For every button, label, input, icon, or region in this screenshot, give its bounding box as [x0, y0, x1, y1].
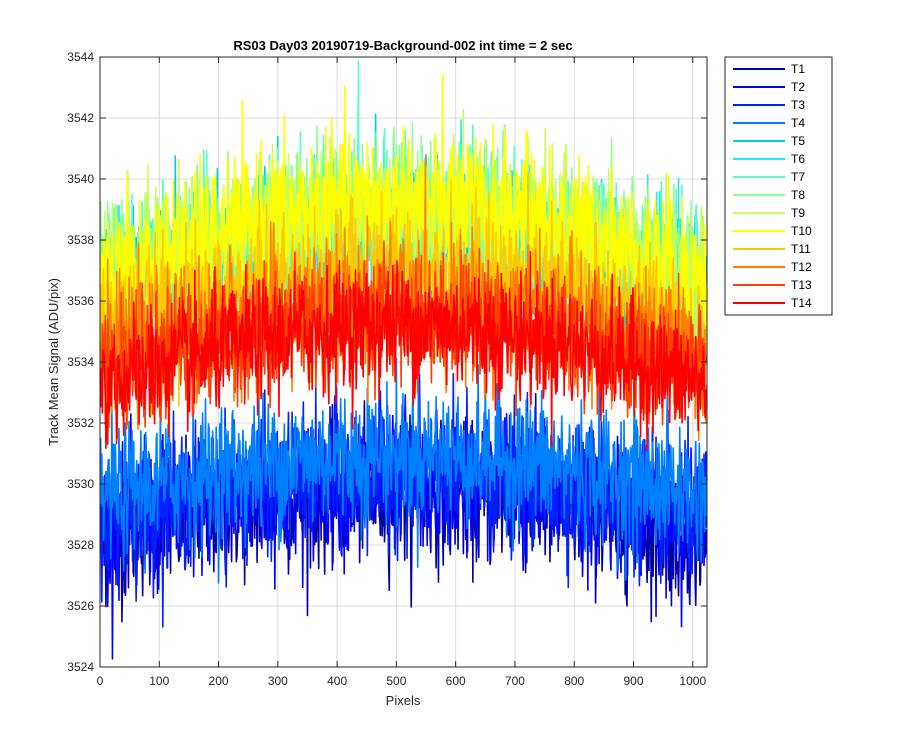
legend-label: T12 [791, 260, 812, 274]
x-tick-label: 900 [623, 674, 643, 688]
y-tick-label: 3542 [67, 111, 94, 125]
x-tick-label: 600 [446, 674, 466, 688]
legend-box [724, 56, 833, 316]
legend-label: T5 [791, 134, 805, 148]
chart-title: RS03 Day03 20190719-Background-002 int t… [233, 38, 572, 53]
legend-label: T7 [791, 170, 805, 184]
y-tick-label: 3528 [67, 538, 94, 552]
y-tick-label: 3524 [67, 660, 94, 674]
y-tick-label: 3544 [67, 50, 94, 64]
x-tick-label: 300 [268, 674, 288, 688]
legend-label: T9 [791, 206, 805, 220]
legend-label: T10 [791, 224, 812, 238]
y-tick-label: 3530 [67, 477, 94, 491]
x-tick-label: 100 [149, 674, 169, 688]
y-tick-label: 3534 [67, 355, 94, 369]
legend-label: T2 [791, 80, 805, 94]
x-tick-label: 800 [564, 674, 584, 688]
y-axis-label: Track Mean Signal (ADU/pix) [46, 278, 61, 446]
x-tick-label: 400 [327, 674, 347, 688]
legend-label: T13 [791, 278, 812, 292]
series-line-T4 [100, 357, 707, 584]
x-tick-label: 700 [505, 674, 525, 688]
series-lines [100, 59, 707, 660]
y-tick-label: 3536 [67, 294, 94, 308]
axis-ticks: 0 100 200 300 400 500 600 700 800 900 1000 3524 3526… [67, 50, 707, 688]
legend-label: T3 [791, 98, 805, 112]
series-line-T14 [100, 251, 707, 452]
x-tick-label: 200 [209, 674, 229, 688]
legend-label: T1 [791, 62, 805, 76]
legend-label: T11 [791, 242, 811, 256]
legend: T1 T2 T3 T4 T5 T6 T7 T8 T9 T10 T11 T12 T13 T14 [724, 56, 833, 316]
y-tick-label: 3526 [67, 599, 94, 613]
x-tick-label: 0 [97, 674, 104, 688]
y-tick-label: 3532 [67, 416, 94, 430]
y-tick-label: 3538 [67, 233, 94, 247]
x-axis-label: Pixels [386, 693, 421, 708]
x-tick-label: 500 [386, 674, 406, 688]
legend-label: T6 [791, 152, 805, 166]
legend-label: T8 [791, 188, 805, 202]
legend-label: T4 [791, 116, 805, 130]
series-line-T10 [100, 73, 707, 371]
legend-label: T14 [791, 296, 812, 310]
y-tick-label: 3540 [67, 172, 94, 186]
x-tick-label: 1000 [679, 674, 706, 688]
